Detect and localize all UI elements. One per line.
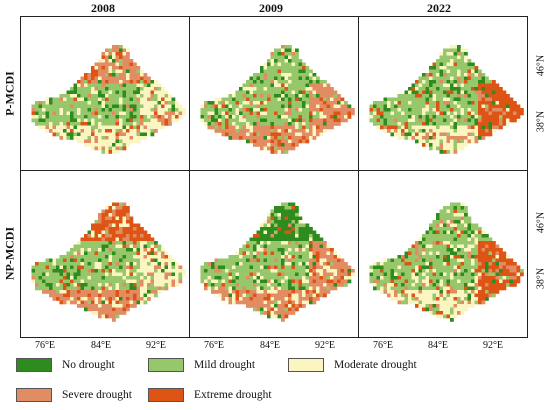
grid-divider (21, 170, 527, 171)
map-panel-p-mcdi-2022 (359, 17, 527, 170)
drought-map (369, 202, 524, 322)
y-tick-label: 38°N (535, 267, 547, 290)
drought-map (31, 45, 186, 154)
y-tick-label: 38°N (535, 110, 547, 133)
y-tick-label: 46°N (535, 211, 547, 234)
grid-divider (358, 17, 359, 337)
green-swatch-icon (16, 358, 52, 372)
drought-map (31, 202, 186, 322)
drought-map (369, 45, 524, 154)
drought-map (200, 202, 355, 322)
x-tick-label: 84°E (259, 340, 281, 351)
cream-swatch-icon (288, 358, 324, 372)
map-panel-p-mcdi-2009 (190, 17, 358, 170)
legend-label: Mild drought (194, 359, 256, 371)
map-panel-np-mcdi-2008 (21, 171, 189, 337)
legend-label: Severe drought (62, 389, 132, 401)
column-title-2008: 2008 (91, 1, 115, 15)
y-tick-label: 46°N (535, 54, 547, 77)
x-tick-label: 92°E (314, 340, 336, 351)
x-tick-label: 76°E (372, 340, 394, 351)
legend-item-moderate-drought: Moderate drought (288, 358, 417, 372)
grid-divider (189, 17, 190, 337)
legend-item-mild-drought: Mild drought (148, 358, 255, 372)
salmon-swatch-icon (16, 388, 52, 402)
x-tick-label: 92°E (482, 340, 504, 351)
map-grid (20, 16, 528, 338)
drought-map (200, 45, 355, 154)
legend-item-severe-drought: Severe drought (16, 388, 132, 402)
row-title-p-mcdi: P-MCDI (2, 71, 17, 116)
column-title-2022: 2022 (427, 1, 451, 15)
map-panel-p-mcdi-2008 (21, 17, 189, 170)
legend-item-no-drought: No drought (16, 358, 115, 372)
orange-swatch-icon (148, 388, 184, 402)
map-panel-np-mcdi-2009 (190, 171, 358, 337)
legend-label: Extreme drought (194, 389, 272, 401)
row-title-np-mcdi: NP-MCDI (2, 226, 17, 281)
x-tick-label: 76°E (34, 340, 56, 351)
x-tick-label: 92°E (145, 340, 167, 351)
x-tick-label: 76°E (203, 340, 225, 351)
legend-item-extreme-drought: Extreme drought (148, 388, 272, 402)
legend-label: Moderate drought (334, 359, 417, 371)
x-tick-label: 84°E (90, 340, 112, 351)
light-green-swatch-icon (148, 358, 184, 372)
map-panel-np-mcdi-2022 (359, 171, 527, 337)
x-tick-label: 84°E (427, 340, 449, 351)
column-title-2009: 2009 (259, 1, 283, 15)
legend-label: No drought (62, 359, 115, 371)
